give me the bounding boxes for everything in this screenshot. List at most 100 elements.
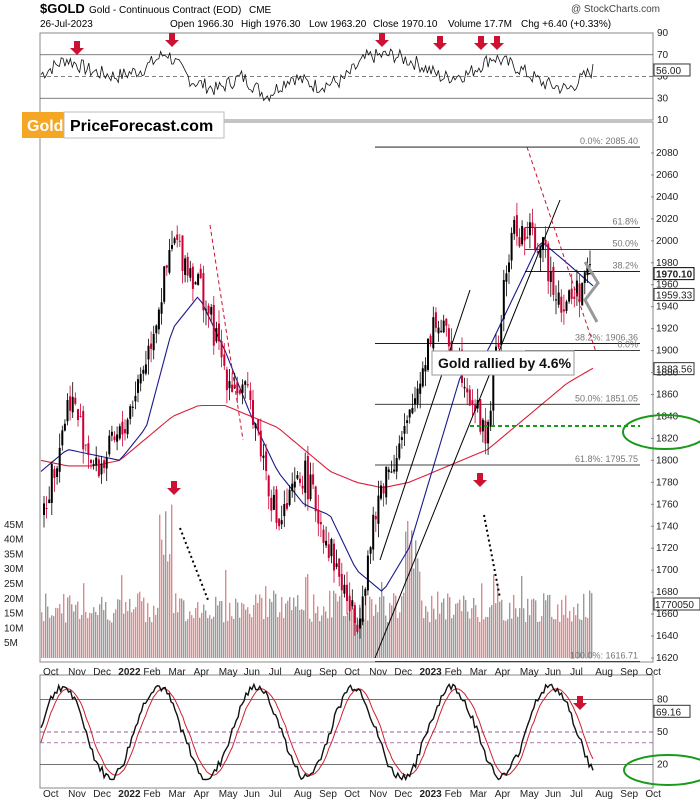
price-tick-label: 1960 <box>656 280 679 291</box>
volume-bar <box>261 598 263 658</box>
volume-bar <box>405 531 407 658</box>
stoch-x-label: Feb <box>445 789 463 800</box>
stoch-x-label: Dec <box>394 789 412 800</box>
volume-bar <box>333 590 335 658</box>
price-tick-label: 1680 <box>656 587 679 598</box>
volume-bar <box>223 622 225 658</box>
rsi-last-box <box>653 63 691 77</box>
stoch-x-label: Dec <box>93 789 111 800</box>
volume-bar <box>323 606 325 658</box>
candle-body <box>570 288 573 299</box>
candle-body <box>191 266 194 289</box>
volume-bar <box>161 539 163 658</box>
volume-bar <box>453 614 455 658</box>
price-tick-label: 1640 <box>656 631 679 642</box>
candle-body <box>565 301 568 311</box>
volume-bar <box>87 618 89 658</box>
fib-label: 38.2% <box>612 261 638 271</box>
candle-body <box>393 469 396 472</box>
volume-bar <box>331 617 333 658</box>
volume-bar <box>65 622 67 658</box>
volume-bar <box>489 607 491 658</box>
candle-body <box>510 232 513 261</box>
candle-body <box>212 304 215 346</box>
ma50-box <box>653 287 695 301</box>
volume-bar <box>169 554 171 658</box>
volume-bar <box>455 603 457 658</box>
volume-bar <box>105 602 107 658</box>
volume-bar <box>173 613 175 658</box>
down-arrow-head <box>490 43 504 50</box>
volume-bar <box>141 601 143 658</box>
fib-label: 0.0%: 2085.40 <box>580 136 638 146</box>
candle-body <box>178 240 181 242</box>
volume-bar <box>43 621 45 658</box>
volume-bar <box>93 607 95 658</box>
candle-body <box>327 544 330 558</box>
header-close: Close 1970.10 <box>373 19 438 30</box>
volume-bar <box>441 602 443 658</box>
volume-bar <box>73 611 75 658</box>
volume-bar <box>295 606 297 658</box>
volume-bar <box>373 615 375 658</box>
volume-bar <box>399 612 401 658</box>
volume-bar <box>449 597 451 658</box>
candle-body <box>124 429 126 434</box>
volume-bar <box>143 597 145 658</box>
candle-body <box>497 343 500 347</box>
stoch-x-label: Apr <box>495 789 511 800</box>
volume-bar <box>213 616 215 658</box>
stoch-tick-label: 80 <box>657 695 669 706</box>
volume-bar <box>423 618 425 658</box>
volume-bar <box>51 615 53 658</box>
candle-body <box>267 475 270 497</box>
candle-body <box>568 290 571 302</box>
volume-bar <box>107 619 109 658</box>
candle-body <box>319 522 322 525</box>
volume-bar <box>533 598 535 658</box>
candle-body <box>353 605 356 623</box>
candle-body <box>301 485 304 489</box>
candle-body <box>197 274 200 285</box>
volume-bar <box>513 594 515 658</box>
candle-body <box>351 600 354 607</box>
candle-body <box>157 309 160 330</box>
fib-label: 100.0%: 1616.71 <box>570 651 638 661</box>
volume-tick-label: 25M <box>4 579 23 590</box>
price-x-label: Jul <box>269 667 282 678</box>
candle-body <box>442 320 445 333</box>
price-tick-label: 2080 <box>656 148 679 159</box>
candle-body <box>105 457 108 469</box>
candle-body <box>189 268 192 278</box>
candle-body <box>50 464 53 503</box>
fib-label: 0.0% <box>617 340 638 350</box>
candle-body <box>131 406 134 408</box>
symbol: $GOLD <box>40 1 85 16</box>
down-arrow-head <box>473 480 487 487</box>
volume-bar <box>411 530 413 658</box>
volume-bar <box>313 594 315 658</box>
stoch-x-label: Oct <box>645 789 661 800</box>
ma200-box <box>653 362 695 376</box>
candle-body <box>450 341 453 359</box>
candle-body <box>147 345 150 360</box>
volume-dotted-trend-2023 <box>483 514 501 599</box>
stoch-x-label: Aug <box>294 789 312 800</box>
volume-bar <box>177 612 179 658</box>
volume-bar <box>475 605 477 658</box>
candle-body <box>536 251 539 253</box>
volume-bar <box>351 606 353 658</box>
price-tick-label: 1780 <box>656 477 679 488</box>
candle-body <box>421 368 424 387</box>
volume-bar <box>547 595 549 658</box>
volume-bar <box>159 514 161 658</box>
candle-body <box>137 379 139 393</box>
volume-bar <box>329 590 331 658</box>
volume-bar <box>341 595 343 658</box>
volume-bar <box>357 619 359 658</box>
candle-body <box>56 468 59 477</box>
candle-body <box>252 400 254 425</box>
volume-bar <box>279 612 281 658</box>
down-arrow-head <box>375 40 389 47</box>
volume-bar <box>589 590 591 658</box>
